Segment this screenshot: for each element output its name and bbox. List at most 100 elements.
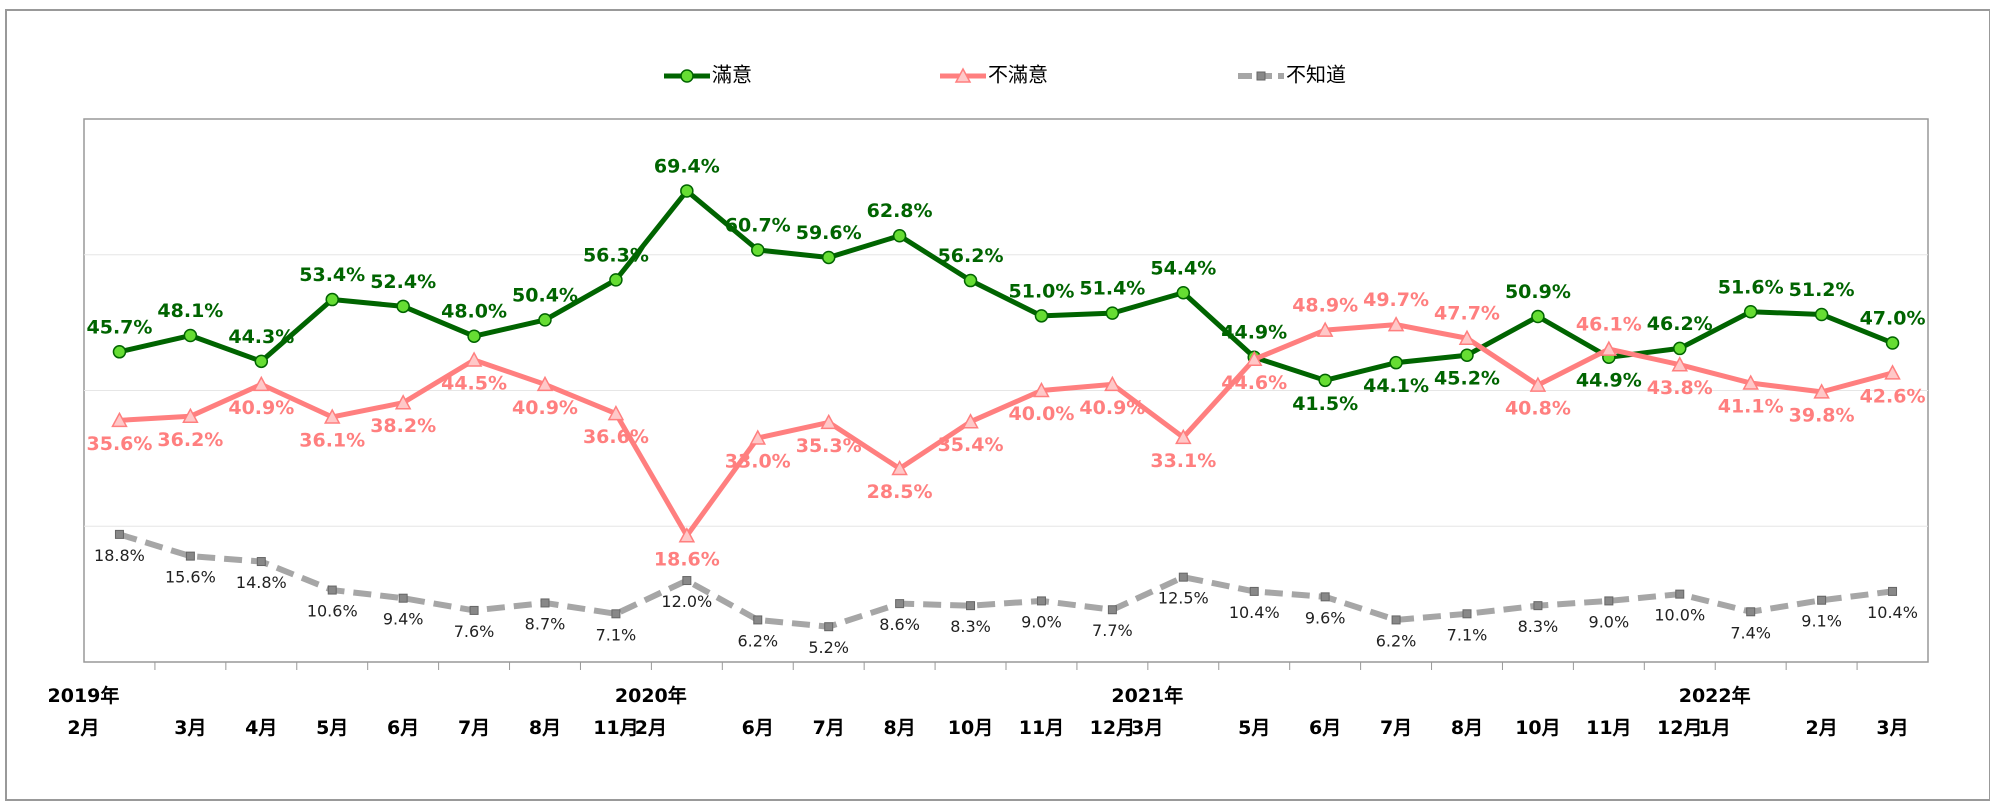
marker xyxy=(1814,307,1829,322)
data-label: 15.6% xyxy=(165,568,216,587)
marker xyxy=(1458,329,1476,345)
marker xyxy=(1604,596,1614,606)
marker xyxy=(753,615,763,625)
marker xyxy=(892,228,907,243)
marker xyxy=(183,328,198,343)
marker xyxy=(114,529,124,539)
marker xyxy=(1249,586,1259,596)
data-label: 44.9% xyxy=(1576,370,1642,392)
marker xyxy=(398,593,408,603)
marker xyxy=(1318,373,1332,388)
data-label: 40.9% xyxy=(1079,397,1145,419)
data-label: 33.1% xyxy=(1150,450,1216,472)
data-label: 9.0% xyxy=(1021,612,1062,631)
data-label: 18.8% xyxy=(94,546,145,565)
marker xyxy=(680,184,694,198)
x-tick-label: 8月 xyxy=(883,717,916,739)
marker xyxy=(1888,586,1898,596)
data-label: 8.3% xyxy=(950,617,991,636)
data-label: 44.5% xyxy=(441,372,507,394)
marker xyxy=(254,354,269,369)
data-label: 6.2% xyxy=(737,631,778,650)
data-label: 8.6% xyxy=(879,615,920,634)
data-label: 6.2% xyxy=(1376,631,1417,650)
data-label: 40.0% xyxy=(1009,403,1075,425)
data-label: 42.6% xyxy=(1860,385,1926,407)
marker xyxy=(611,609,621,619)
x-tick-label: 7月 xyxy=(457,717,491,739)
data-label: 48.9% xyxy=(1292,295,1358,317)
data-label: 7.1% xyxy=(596,625,637,644)
data-label: 51.6% xyxy=(1718,276,1784,298)
data-label: 7.4% xyxy=(1730,623,1771,642)
data-label: 40.9% xyxy=(228,397,294,419)
x-tick-label: 12月 xyxy=(1657,717,1703,739)
data-label: 47.7% xyxy=(1434,303,1500,325)
marker xyxy=(327,585,337,595)
data-label: 50.4% xyxy=(512,284,578,306)
data-label: 51.0% xyxy=(1009,280,1075,302)
x-tick-label: 2月 xyxy=(1805,717,1838,739)
data-label: 44.9% xyxy=(1221,322,1287,344)
marker xyxy=(469,605,479,615)
legend-label: 不滿意 xyxy=(988,63,1048,87)
marker xyxy=(682,576,692,586)
marker xyxy=(1105,306,1120,320)
marker xyxy=(966,601,976,611)
x-tick-label: 2019年 2月 xyxy=(47,685,120,739)
data-label: 10.4% xyxy=(1229,603,1280,622)
data-label: 10.4% xyxy=(1867,603,1918,622)
data-label: 44.1% xyxy=(1363,375,1429,397)
marker xyxy=(112,345,127,359)
x-tick-label: 10月 xyxy=(947,717,994,739)
data-label: 36.1% xyxy=(299,429,365,451)
legend-marker xyxy=(954,67,972,83)
data-label: 59.6% xyxy=(796,222,862,244)
marker xyxy=(1529,376,1547,392)
marker xyxy=(1176,286,1191,300)
marker xyxy=(185,551,195,561)
marker xyxy=(678,527,696,543)
marker xyxy=(1746,607,1756,617)
marker xyxy=(1675,589,1685,599)
marker xyxy=(1107,605,1117,615)
marker xyxy=(1531,309,1545,324)
marker xyxy=(1316,321,1334,337)
data-label: 44.6% xyxy=(1221,372,1287,394)
marker xyxy=(394,394,412,410)
data-label: 36.2% xyxy=(157,429,223,451)
series-line xyxy=(118,188,1894,383)
marker xyxy=(111,411,128,428)
marker xyxy=(325,292,339,307)
data-label: 38.2% xyxy=(370,415,436,437)
series-line xyxy=(118,531,1893,630)
data-label: 44.3% xyxy=(228,326,294,348)
x-tick-label: 7月 xyxy=(1379,717,1413,739)
x-tick-label: 4月 xyxy=(245,717,278,739)
marker xyxy=(1389,355,1403,370)
data-label: 9.1% xyxy=(1801,612,1842,631)
data-label: 12.5% xyxy=(1158,589,1209,608)
marker xyxy=(1175,428,1192,445)
marker xyxy=(467,329,481,343)
marker xyxy=(1387,316,1405,332)
legend-label: 滿意 xyxy=(712,63,752,87)
data-label: 45.7% xyxy=(87,316,153,338)
x-tick-label: 6月 xyxy=(741,717,774,739)
data-label: 36.6% xyxy=(583,426,649,448)
marker xyxy=(1462,609,1472,619)
marker xyxy=(1671,356,1689,372)
marker xyxy=(962,413,979,429)
data-label: 9.0% xyxy=(1589,612,1630,631)
data-label: 18.6% xyxy=(654,548,720,570)
data-label: 45.2% xyxy=(1434,368,1500,390)
marker xyxy=(1245,350,1263,367)
marker xyxy=(1034,309,1049,323)
data-label: 62.8% xyxy=(867,200,933,222)
marker xyxy=(253,375,270,392)
marker xyxy=(1460,348,1474,362)
data-label: 10.0% xyxy=(1654,606,1705,625)
x-tick-label: 11月 xyxy=(593,717,639,739)
x-tick-label: 5月 xyxy=(1238,717,1271,739)
